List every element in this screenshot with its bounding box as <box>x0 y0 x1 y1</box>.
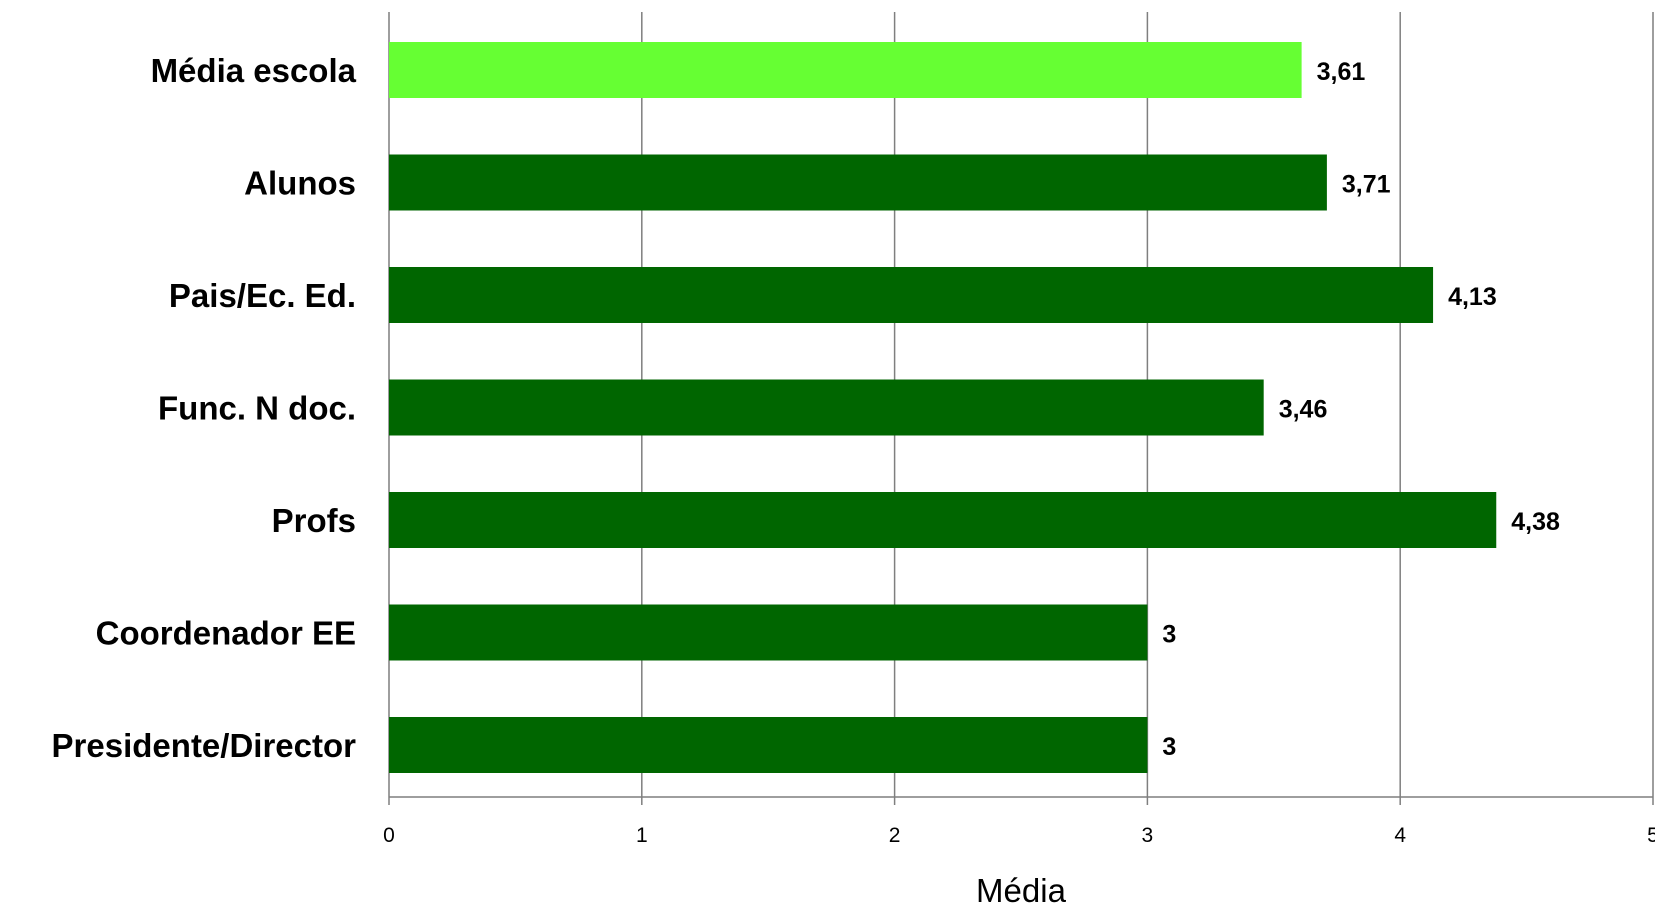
data-label: 3,71 <box>1342 171 1391 199</box>
data-label: 3,46 <box>1279 396 1328 424</box>
bar <box>389 604 1148 661</box>
x-tick-label: 0 <box>383 824 395 847</box>
category-label: Profs <box>272 502 356 539</box>
category-label: Presidente/Director <box>52 727 357 764</box>
category-label: Alunos <box>244 165 356 202</box>
category-label: Func. N doc. <box>158 390 356 427</box>
data-label: 4,13 <box>1448 283 1497 311</box>
bars <box>389 42 1497 773</box>
category-label: Média escola <box>151 52 357 89</box>
x-tick-label: 2 <box>889 824 901 847</box>
data-label: 4,38 <box>1511 508 1560 536</box>
bar <box>389 267 1434 323</box>
bar <box>389 42 1302 98</box>
data-label: 3,61 <box>1317 58 1366 86</box>
category-labels: Média escola Alunos Pais/Ec. Ed. Func. N do… <box>52 52 357 764</box>
x-tick-label: 3 <box>1142 824 1154 847</box>
bar <box>389 717 1148 773</box>
x-axis-ticks: 0 1 2 3 4 5 <box>383 797 1655 847</box>
category-label: Pais/Ec. Ed. <box>169 277 356 314</box>
x-tick-label: 4 <box>1394 824 1406 847</box>
bar <box>389 492 1497 548</box>
x-tick-label: 5 <box>1647 824 1655 847</box>
data-label: 3 <box>1162 733 1176 761</box>
x-axis-title: Média <box>976 872 1067 908</box>
x-tick-label: 1 <box>636 824 648 847</box>
category-label: Coordenador EE <box>96 615 356 652</box>
value-labels: 3,61 3,71 4,13 3,46 4,38 3 3 <box>1162 58 1560 761</box>
data-label: 3 <box>1162 621 1176 649</box>
bar <box>389 379 1264 436</box>
bar <box>389 154 1327 211</box>
gridlines <box>388 12 1654 798</box>
